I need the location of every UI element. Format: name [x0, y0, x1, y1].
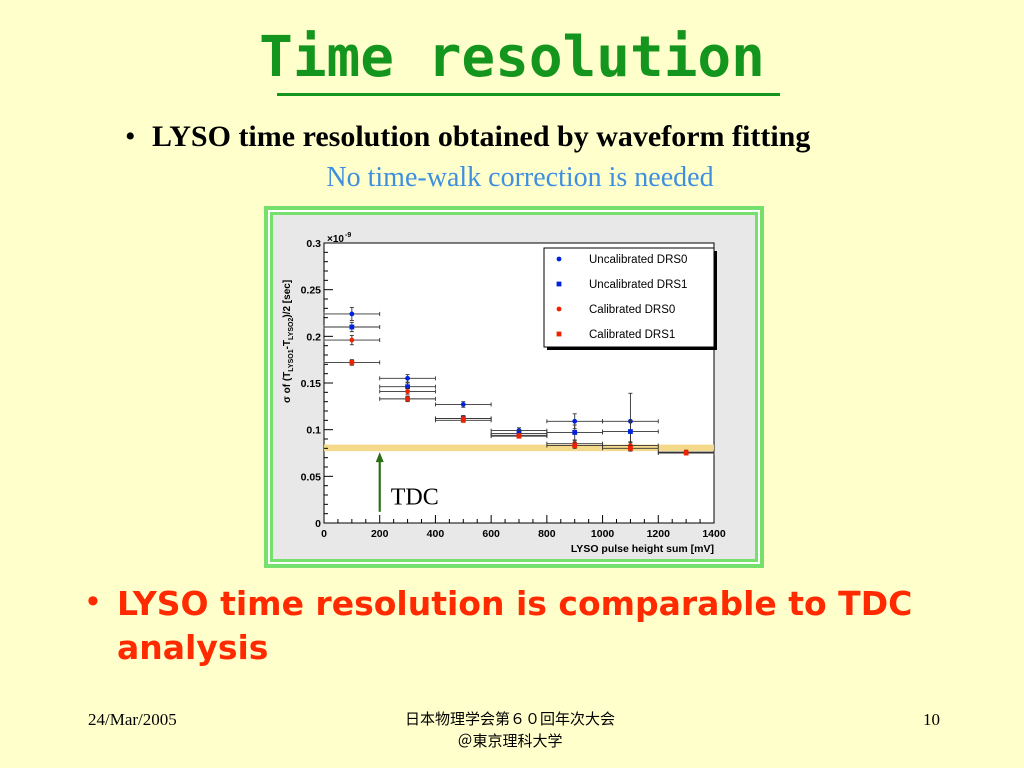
legend-marker	[556, 306, 562, 312]
tdc-band	[324, 444, 714, 452]
legend-label: Uncalibrated DRS0	[589, 254, 687, 266]
tdc-arrow-head	[375, 452, 384, 463]
x-tick-label: 1400	[702, 528, 726, 540]
data-point	[572, 443, 578, 448]
tdc-label: TDC	[391, 484, 439, 510]
y-tick-label: 0.15	[301, 378, 322, 390]
data-point	[628, 429, 633, 434]
data-point	[405, 389, 410, 394]
slide-title: Time resolution	[259, 25, 765, 90]
y-tick-label: 0.1	[306, 425, 321, 437]
legend-marker	[556, 281, 562, 287]
footer-conference-line1: 日本物理学会第６０回年次大会	[404, 710, 615, 728]
x-tick-label: 200	[371, 528, 389, 540]
data-point	[572, 430, 578, 435]
data-point	[516, 433, 522, 439]
data-point	[405, 384, 410, 390]
legend-marker	[556, 256, 562, 262]
y-multiplier: ×10	[327, 234, 344, 245]
chart-figure: 0 200 400 600 800 1000 1200 1400 0 0.05 0.1 0.15 0.2…	[264, 206, 764, 568]
y-tick-label: 0.2	[306, 331, 321, 343]
bullet-lyso-fitting: LYSO time resolution obtained by wavefor…	[152, 120, 811, 153]
y-tick-label: 0.25	[301, 285, 322, 297]
footer-date: 24/Mar/2005	[88, 710, 177, 729]
y-multiplier-exponent: -9	[345, 232, 351, 239]
footer-conference: 日本物理学会第６０回年次大会 ＠東京理科大学	[360, 708, 660, 752]
data-point	[349, 324, 355, 330]
x-tick-label: 0	[321, 528, 327, 540]
data-point	[460, 417, 466, 423]
x-tick-label: 1200	[647, 528, 671, 540]
data-point	[349, 311, 355, 317]
data-point	[683, 450, 689, 456]
data-point	[572, 418, 578, 424]
y-axis-label: σ of (TLYSO1-TLYSO2)/2 [sec]	[282, 280, 295, 403]
bullet-marker: •	[125, 120, 136, 153]
legend-marker	[556, 331, 562, 337]
x-tick-label: 400	[427, 528, 445, 540]
x-axis-label: LYSO pulse height sum [mV]	[571, 543, 714, 555]
bullet-marker: •	[87, 582, 99, 620]
legend-box	[543, 247, 715, 348]
page-number: 10	[923, 710, 940, 729]
data-point	[460, 402, 466, 407]
data-point	[405, 375, 410, 381]
legend-label: Uncalibrated DRS1	[589, 279, 687, 291]
footer-conference-line2: ＠東京理科大学	[457, 732, 563, 750]
data-point	[349, 360, 355, 365]
bullet-conclusion: LYSO time resolution is comparable to TD…	[117, 584, 913, 667]
y-tick-label: 0.05	[301, 471, 322, 483]
legend-label: Calibrated DRS0	[589, 304, 675, 316]
title-underline	[277, 93, 780, 96]
x-tick-label: 800	[538, 528, 556, 540]
x-tick-label: 1000	[591, 528, 615, 540]
data-point	[405, 396, 410, 402]
legend-label: Calibrated DRS1	[589, 329, 675, 341]
resolution-chart: 0 200 400 600 800 1000 1200 1400 0 0.05 0.1 0.15 0.2…	[272, 214, 756, 560]
subnote-no-time-walk: No time-walk correction is needed	[326, 162, 714, 193]
y-tick-label: 0	[315, 518, 321, 530]
x-tick-label: 600	[482, 528, 500, 540]
y-tick-label: 0.3	[306, 238, 321, 250]
data-point	[628, 445, 633, 451]
data-point	[349, 337, 355, 343]
